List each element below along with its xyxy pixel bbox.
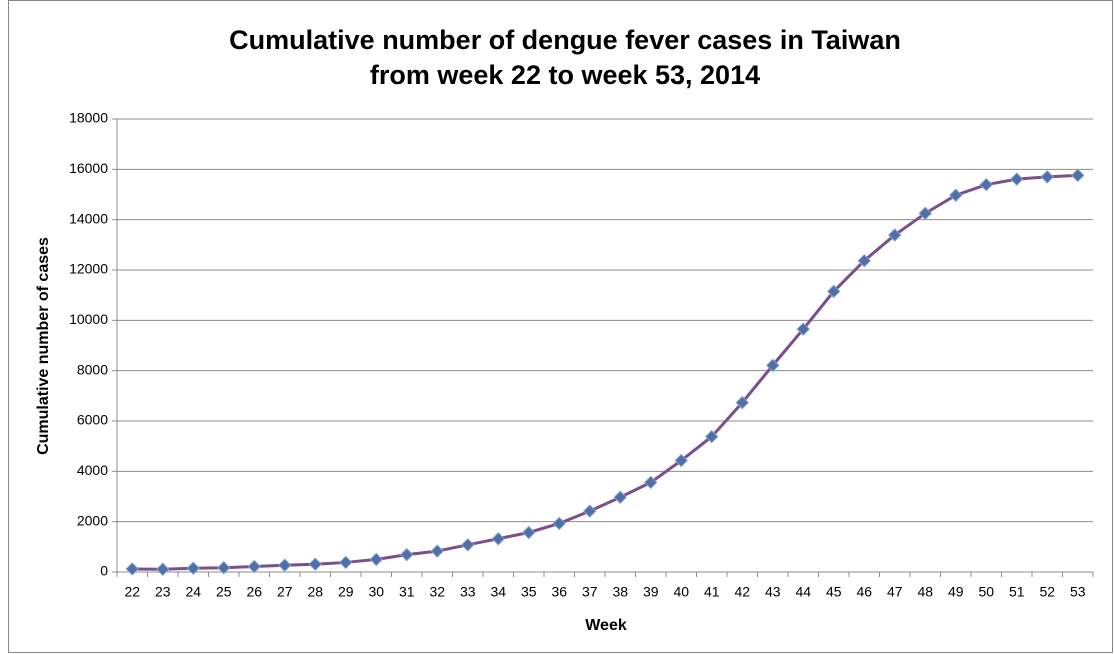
- data-point: [857, 253, 871, 268]
- x-tick-label: 35: [521, 584, 537, 600]
- y-tick-label: 18000: [69, 110, 108, 126]
- data-point: [918, 206, 932, 221]
- chart-border: [8, 0, 1113, 653]
- y-tick-label: 4000: [77, 462, 108, 478]
- x-tick-label: 46: [856, 584, 872, 600]
- x-tick-label: 40: [673, 584, 689, 600]
- chart-title: from week 22 to week 53, 2014: [370, 60, 760, 90]
- data-point: [1040, 170, 1054, 184]
- data-point: [125, 562, 139, 576]
- data-point: [217, 561, 231, 575]
- x-tick-label: 26: [246, 584, 262, 600]
- y-tick-label: 12000: [69, 261, 108, 277]
- data-point: [400, 547, 414, 562]
- data-point: [186, 561, 200, 575]
- x-tick-label: 49: [948, 584, 964, 600]
- series-line: [132, 173, 1078, 571]
- data-point: [552, 516, 566, 531]
- data-point: [979, 177, 993, 192]
- data-point: [674, 453, 688, 468]
- y-tick-label: 2000: [77, 512, 108, 528]
- x-tick-label: 43: [765, 584, 781, 600]
- data-point: [369, 552, 383, 567]
- data-point: [278, 558, 292, 572]
- data-point: [705, 429, 719, 444]
- x-tick-label: 33: [460, 584, 476, 600]
- x-tick-label: 23: [155, 584, 171, 600]
- x-tick-label: 31: [399, 584, 415, 600]
- y-axis-title: Cumulative number of cases: [35, 237, 52, 455]
- x-tick-label: 34: [490, 584, 506, 600]
- x-tick-label: 29: [338, 584, 354, 600]
- data-point: [888, 228, 902, 242]
- data-point: [308, 557, 322, 571]
- data-point: [156, 562, 170, 576]
- data-point: [339, 555, 353, 570]
- data-point: [522, 525, 536, 540]
- x-tick-label: 44: [795, 584, 811, 600]
- x-tick-label: 28: [307, 584, 323, 600]
- x-tick-label: 45: [826, 584, 842, 600]
- data-point: [1071, 168, 1085, 183]
- y-tick-label: 8000: [77, 361, 108, 377]
- x-axis-title: Week: [585, 617, 627, 634]
- data-point: [583, 504, 597, 518]
- x-tick-label: 52: [1039, 584, 1055, 600]
- x-tick-label: 39: [643, 584, 659, 600]
- data-point: [1010, 172, 1024, 186]
- x-tick-label: 36: [551, 584, 567, 600]
- data-point: [491, 532, 505, 546]
- data-point: [430, 544, 444, 558]
- x-tick-label: 41: [704, 584, 720, 600]
- x-tick-label: 48: [917, 584, 933, 600]
- x-tick-label: 50: [978, 584, 994, 600]
- x-tick-label: 27: [277, 584, 293, 600]
- x-tick-label: 37: [582, 584, 598, 600]
- data-point: [613, 490, 627, 504]
- y-tick-label: 16000: [69, 160, 108, 176]
- x-tick-label: 32: [429, 584, 445, 600]
- data-point: [461, 538, 475, 552]
- x-tick-label: 51: [1009, 584, 1025, 600]
- x-tick-label: 30: [368, 584, 384, 600]
- x-tick-label: 42: [734, 584, 750, 600]
- y-tick-label: 14000: [69, 210, 108, 226]
- data-point: [949, 188, 963, 202]
- data-point: [644, 475, 658, 490]
- data-point: [766, 358, 780, 373]
- x-tick-label: 38: [612, 584, 628, 600]
- x-tick-label: 53: [1070, 584, 1086, 600]
- y-tick-label: 10000: [69, 311, 108, 327]
- data-point: [247, 559, 261, 574]
- data-point: [735, 395, 749, 410]
- y-tick-label: 6000: [77, 412, 108, 428]
- x-tick-label: 24: [185, 584, 201, 600]
- chart-title: Cumulative number of dengue fever cases …: [229, 25, 901, 55]
- data-point: [796, 322, 810, 336]
- x-tick-label: 22: [124, 584, 140, 600]
- y-tick-label: 0: [100, 563, 108, 579]
- data-point: [827, 284, 841, 299]
- x-tick-label: 25: [216, 584, 232, 600]
- x-tick-label: 47: [887, 584, 903, 600]
